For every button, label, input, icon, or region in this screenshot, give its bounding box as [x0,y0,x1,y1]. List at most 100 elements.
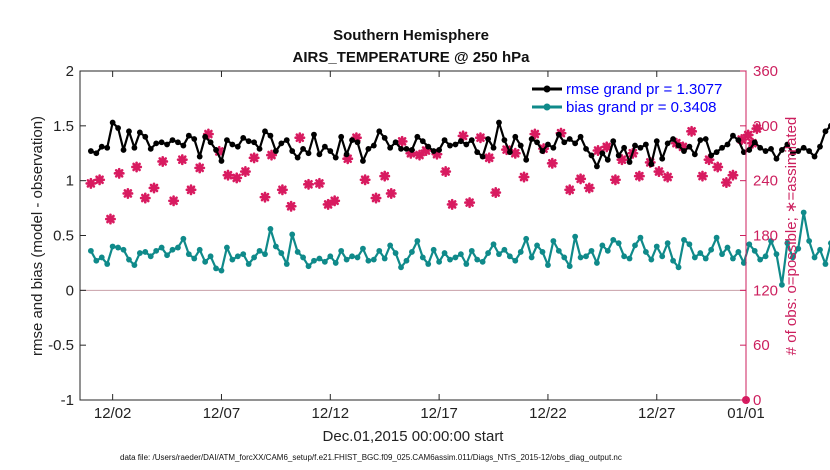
obs-count-point [222,169,234,181]
bias-point [338,247,345,254]
bias-point [447,256,453,263]
obs-count-point [464,197,476,209]
rmse-point [98,143,105,150]
bias-point [779,281,785,288]
x-axis-label: Dec.01,2015 00:00:00 start [323,428,505,445]
obs-count-point [85,177,97,189]
bias-point [104,261,111,267]
rmse-point [229,141,236,148]
rmse-point [218,158,225,164]
rmse-point [93,150,100,157]
bias-point [142,249,149,255]
obs-count-point [601,141,613,153]
bias-point [354,254,361,261]
bias-point [436,258,443,265]
bias-point [392,250,399,256]
bias-point [98,254,105,261]
rmse-point [185,132,192,139]
rmse-point [109,119,116,126]
rmse-point [768,145,774,152]
bias-point [185,251,192,258]
rmse-point [147,145,154,152]
bias-point [539,249,546,255]
bias-point [278,250,285,256]
obs-count-point [509,147,521,159]
bias-point [180,235,187,242]
bias-point [196,246,203,253]
bias-point [594,260,600,266]
rmse-point [653,138,660,145]
rmse-point [528,136,535,142]
y2-tick-label: 300 [753,118,778,135]
rmse-point [311,131,317,138]
y-tick-label: -1 [61,392,74,409]
rmse-point [327,148,334,154]
rmse-point [534,139,540,146]
obs-count-point [185,184,197,196]
rmse-point [267,132,274,139]
obs-count-point [440,166,452,178]
bias-point [425,261,432,267]
rmse-point [817,143,823,150]
rmse-point [490,144,497,151]
bias-point [360,245,366,252]
y-tick-label: -0.5 [48,337,74,354]
bias-point [136,250,143,256]
obs-count-point [414,149,426,161]
obs-count-point [653,166,665,178]
bias-point [349,253,355,260]
bias-point [272,243,279,250]
x-axis: 12/02 12/07 12/12 12/17 12/22 12/27 01/01 [94,71,765,422]
bias-point [403,257,410,264]
bias-point [87,247,94,254]
obs-count-point [139,192,151,204]
rmse-point [136,129,143,136]
bias-point [126,256,132,263]
bias-point [376,247,383,254]
rmse-point [604,156,611,163]
rmse-point [523,156,530,163]
bias-point [485,250,491,256]
obs-count-point [474,132,486,144]
bias-point [811,254,818,261]
rmse-point [381,134,388,141]
bias-point [343,256,350,263]
rmse-point [610,138,617,145]
data-file-footnote: data file: /Users/raeder/DAI/ATM_forcXX/… [120,453,622,462]
bias-point [642,249,649,255]
x-tick-label: 12/07 [203,405,241,422]
rmse-point [485,136,491,142]
bias-point [523,235,530,242]
bias-point [653,243,660,250]
legend-rmse-label: rmse grand pr = 1.3077 [566,81,722,98]
y2-tick-label: 0 [753,392,761,409]
obs-count-point [575,173,587,185]
rmse-point [196,153,203,160]
rmse-point [621,144,628,151]
rmse-point [588,152,595,159]
obs-count-point [546,157,558,169]
bias-point [311,257,317,264]
obs-count-point [564,184,576,196]
obs-count-point [148,182,160,194]
y-tick-label: 0 [66,282,74,299]
rmse-point [545,141,551,148]
rmse-point [278,140,285,147]
rmse-point [224,137,230,143]
rmse-point [686,143,693,150]
obs-count-point [446,198,458,210]
obs-count-point [94,174,106,186]
bias-point [686,241,693,248]
obs-count-point [176,154,188,166]
rmse-point [555,131,562,138]
rmse-point [283,137,290,143]
rmse-point [811,153,818,160]
bias-point [115,244,121,251]
rmse-point [577,133,584,140]
x-tick-label: 12/22 [529,405,567,422]
bias-point [599,242,606,249]
bias-point [457,251,464,258]
obs-count-point [720,176,732,188]
bias-point [534,242,540,249]
bias-point [419,254,426,261]
